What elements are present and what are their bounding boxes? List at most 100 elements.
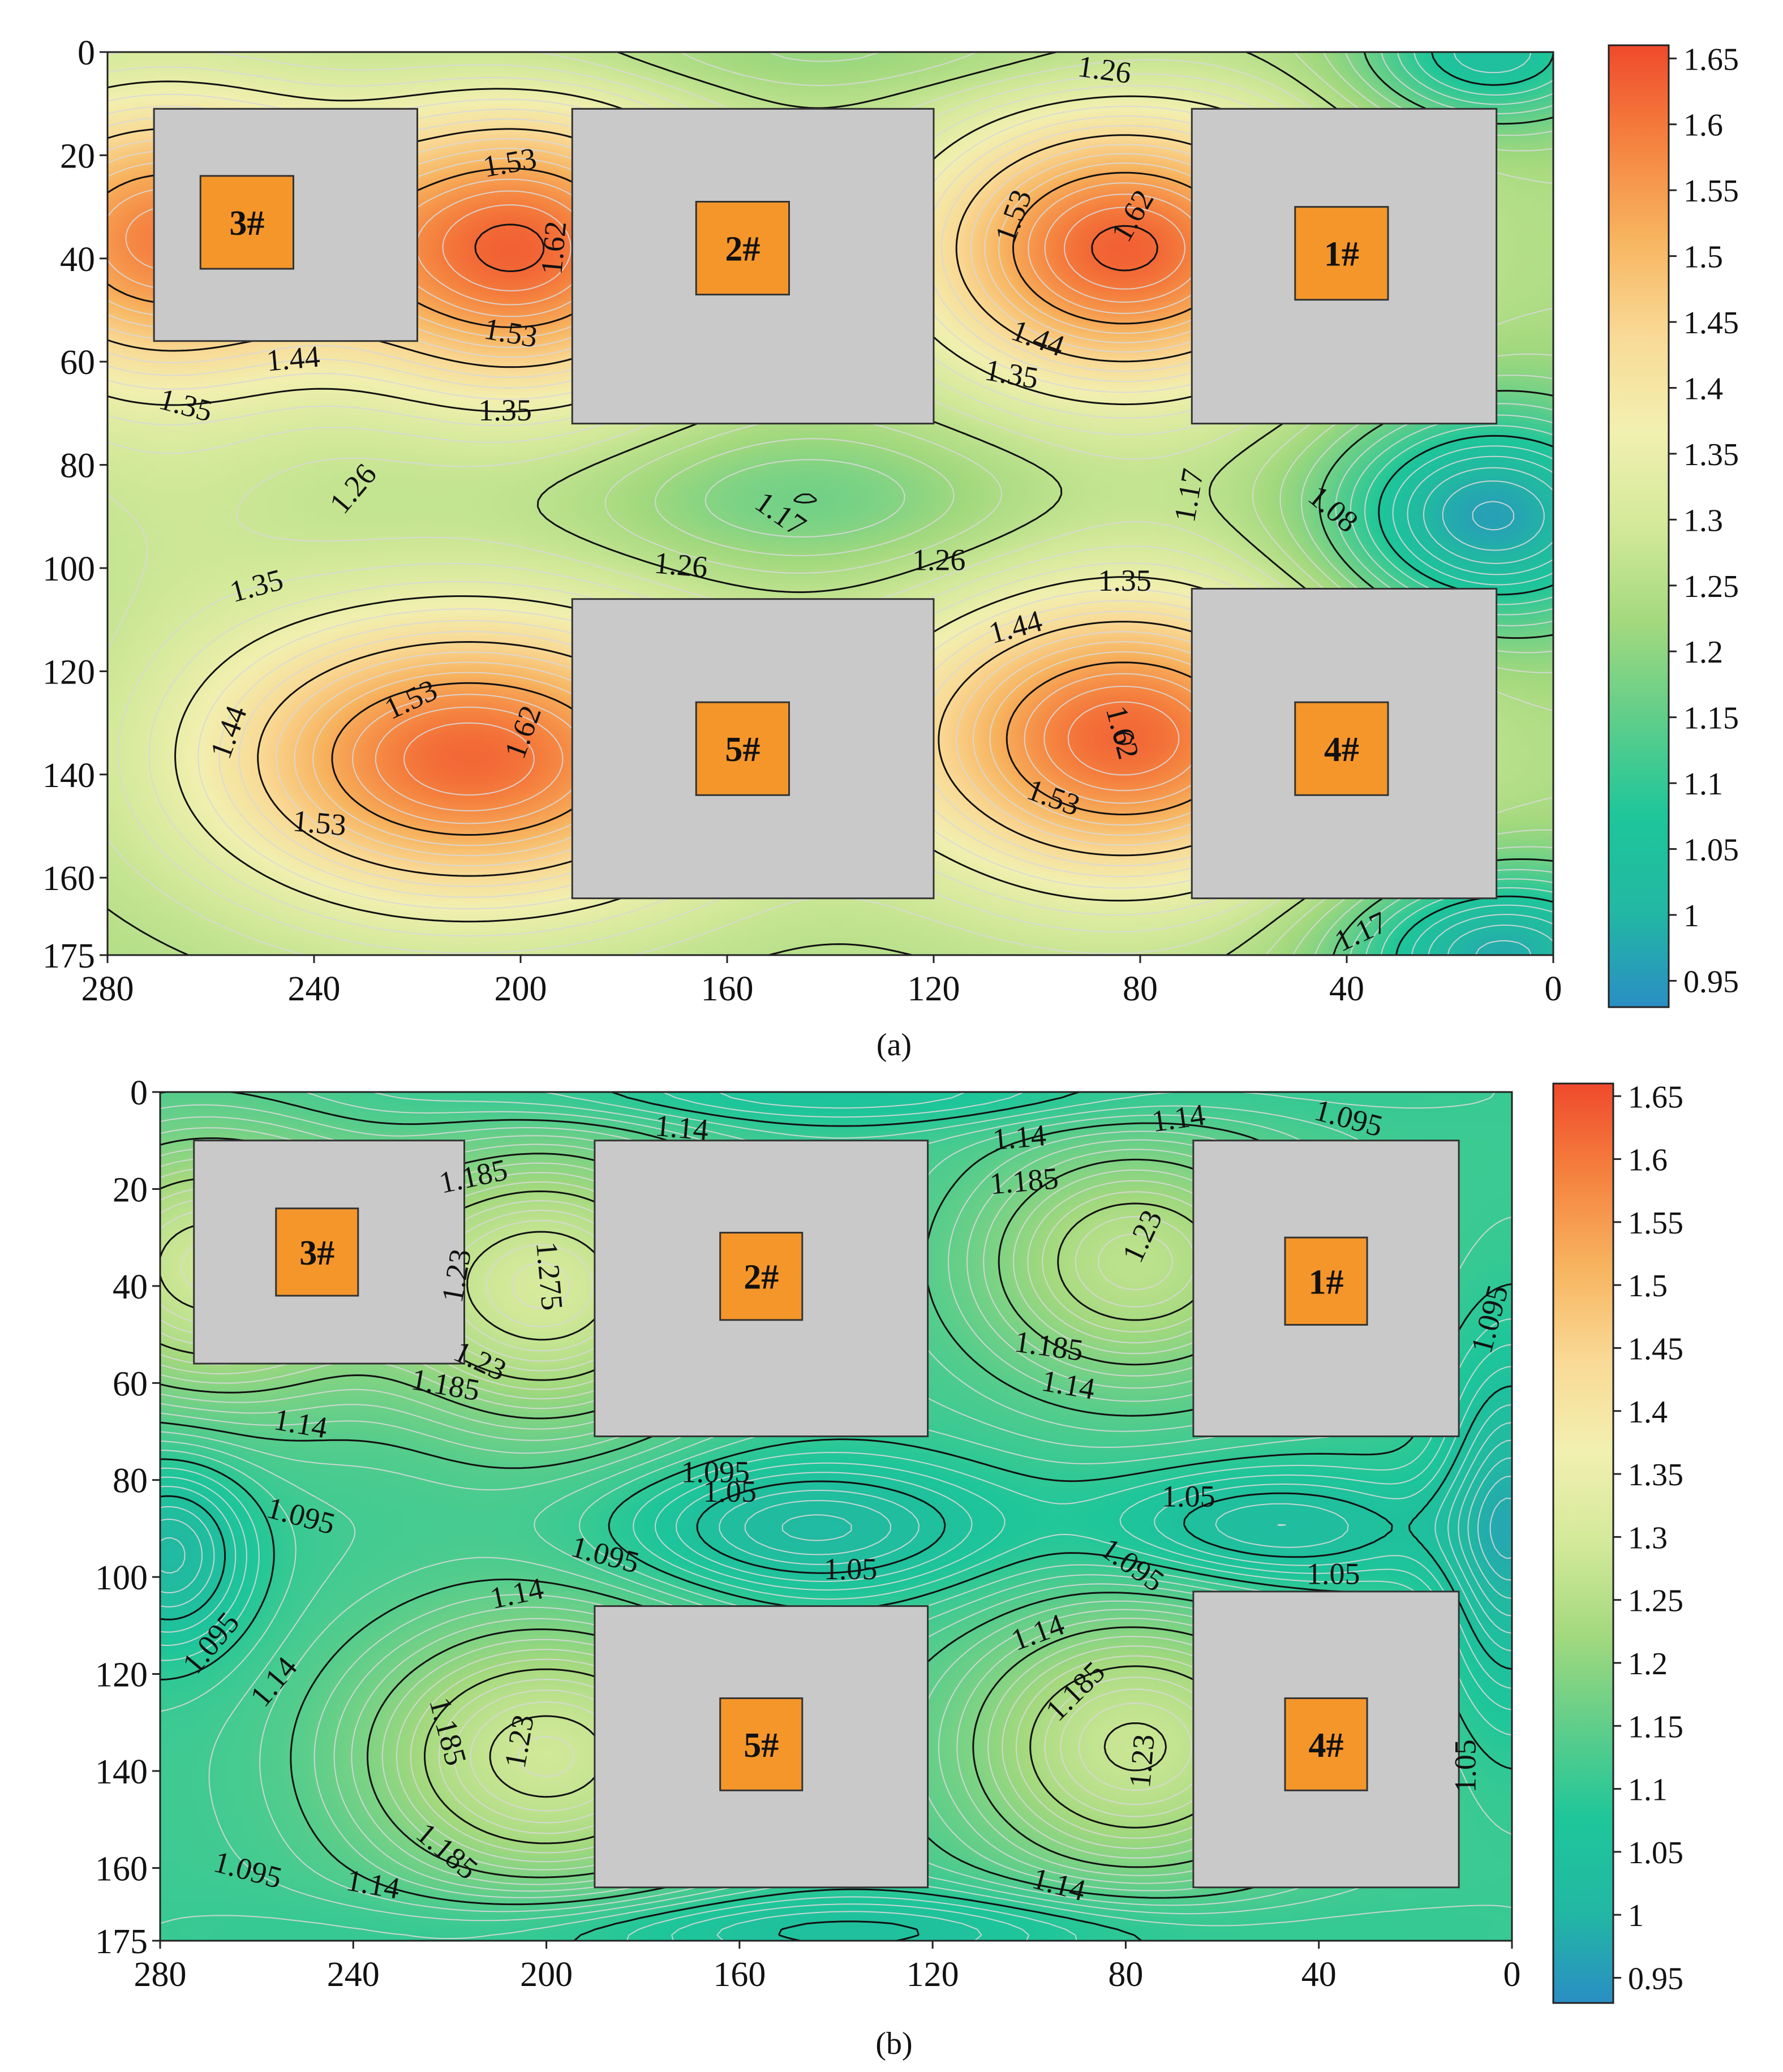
x-tick-label: 80 <box>1123 970 1158 1008</box>
tower-marker <box>695 200 790 296</box>
y-tick-label: 140 <box>95 1753 148 1791</box>
y-tick-label: 175 <box>42 937 95 975</box>
colorbar-tick-label: 1.5 <box>1628 1269 1668 1304</box>
y-tick-label: 100 <box>42 550 95 588</box>
y-tick-label: 160 <box>42 859 95 898</box>
contour-label: 1.05 <box>1307 1557 1360 1591</box>
colorbar-tick-label: 1.35 <box>1683 437 1739 472</box>
y-tick-label: 140 <box>42 756 95 795</box>
y-tick-label: 60 <box>60 343 95 382</box>
colorbar-tick-label: 1.3 <box>1628 1520 1668 1555</box>
building-label: 5# <box>744 1726 779 1765</box>
colorbar-tick-label: 1.1 <box>1683 767 1723 802</box>
tower-marker <box>719 1232 804 1321</box>
y-tick-label: 40 <box>113 1268 148 1306</box>
contour-label: 1.05 <box>1162 1479 1215 1513</box>
building-label: 5# <box>725 730 760 769</box>
colorbar-tick-label: 1.4 <box>1683 371 1723 406</box>
contour-label: 1.05 <box>1449 1739 1483 1793</box>
y-tick-label: 20 <box>60 137 95 175</box>
colorbar-tick-label: 1.1 <box>1628 1773 1668 1808</box>
colorbar-tick-label: 1.25 <box>1628 1584 1683 1619</box>
building-label: 3# <box>299 1234 334 1273</box>
contour-label: 1.14 <box>654 1108 710 1147</box>
colorbar-tick-label: 1 <box>1683 899 1699 934</box>
contour-label: 1.05 <box>703 1475 757 1508</box>
minor-contour-line <box>1467 1457 1513 1599</box>
y-tick-label: 20 <box>113 1171 148 1209</box>
x-tick-label: 160 <box>713 1955 766 1994</box>
colorbar-tick-label: 1.15 <box>1628 1709 1683 1744</box>
contour-label: 1.05 <box>824 1552 878 1586</box>
colorbar-tick-label: 1.15 <box>1683 701 1739 736</box>
tower-marker <box>1284 1236 1368 1326</box>
colorbar-tick-label: 1 <box>1628 1898 1644 1933</box>
minor-contour-line <box>1472 501 1514 531</box>
contour-label: 1.44 <box>265 339 321 378</box>
colorbar-tick-label: 1.05 <box>1683 833 1739 868</box>
contour-label: 1.53 <box>291 803 347 842</box>
colorbar-tick-label: 1.65 <box>1628 1080 1683 1115</box>
colorbar-tick-label: 1.45 <box>1683 306 1739 341</box>
building-label: 1# <box>1324 235 1359 274</box>
y-tick-label: 80 <box>60 447 95 485</box>
colorbar-tick-label: 1.2 <box>1628 1647 1668 1682</box>
y-tick-label: 100 <box>95 1559 148 1597</box>
colorbar-tick-label: 1.6 <box>1628 1143 1668 1178</box>
panel-label-a: (a) <box>877 1028 912 1063</box>
minor-contour-line <box>1442 480 1545 956</box>
x-tick-label: 0 <box>1503 1955 1521 1994</box>
building-label: 3# <box>229 204 264 243</box>
minor-contour-line <box>1407 455 1554 956</box>
x-tick-label: 80 <box>1108 1955 1143 1994</box>
colorbar-tick-label: 1.25 <box>1683 569 1739 604</box>
contour-label: 1.14 <box>1150 1098 1208 1139</box>
colorbar-tick-label: 1.5 <box>1683 240 1723 275</box>
colorbar-tick-label: 1.65 <box>1683 42 1739 77</box>
colorbar <box>1552 1082 1614 2004</box>
tower-marker <box>275 1207 359 1297</box>
colorbar-tick-label: 1.3 <box>1683 503 1723 538</box>
panel-label-b: (b) <box>875 2026 912 2061</box>
x-tick-label: 200 <box>495 970 547 1008</box>
x-tick-label: 120 <box>908 970 960 1008</box>
minor-contour-line <box>160 1422 1513 1634</box>
minor-contour-line <box>1477 1476 1513 1581</box>
building-label: 1# <box>1309 1263 1344 1301</box>
contour-line <box>474 223 1158 745</box>
colorbar-tick-label: 1.6 <box>1683 108 1723 143</box>
colorbar-tick-label: 1.4 <box>1628 1395 1668 1430</box>
y-tick-label: 0 <box>78 34 95 72</box>
y-tick-label: 175 <box>95 1923 148 1961</box>
contour-label: 1.185 <box>989 1161 1060 1201</box>
tower-marker <box>719 1697 804 1791</box>
minor-contour-line <box>1392 51 1554 956</box>
x-tick-label: 120 <box>906 1955 959 1994</box>
contour-line <box>160 1385 1513 1942</box>
tower-marker <box>1284 1697 1368 1791</box>
y-tick-label: 0 <box>130 1074 148 1112</box>
colorbar-tick-label: 1.55 <box>1683 174 1739 209</box>
y-tick-label: 40 <box>60 240 95 279</box>
minor-contour-line <box>1489 1497 1513 1559</box>
colorbar-tick-label: 0.95 <box>1628 1961 1683 1996</box>
contour-label: 1.26 <box>912 543 966 577</box>
building-label: 4# <box>1309 1726 1344 1765</box>
x-tick-label: 0 <box>1545 970 1562 1008</box>
minor-contour-line <box>160 1366 1513 1941</box>
colorbar <box>1608 44 1670 1008</box>
y-tick-label: 120 <box>95 1656 148 1695</box>
x-tick-label: 240 <box>288 970 341 1008</box>
contour-label: 1.62 <box>534 220 573 276</box>
contour-label: 1.26 <box>1076 49 1133 91</box>
colorbar-tick-label: 1.05 <box>1628 1835 1683 1871</box>
colorbar-tick-label: 1.45 <box>1628 1331 1683 1366</box>
tower-marker <box>695 701 790 796</box>
minor-contour-line <box>511 1262 570 1309</box>
contour-label: 1.095 <box>681 1455 750 1489</box>
x-tick-label: 40 <box>1301 1955 1337 1994</box>
colorbar-tick-label: 1.2 <box>1683 635 1723 670</box>
tower-marker <box>1294 701 1389 796</box>
colorbar-tick-label: 0.95 <box>1683 964 1739 999</box>
